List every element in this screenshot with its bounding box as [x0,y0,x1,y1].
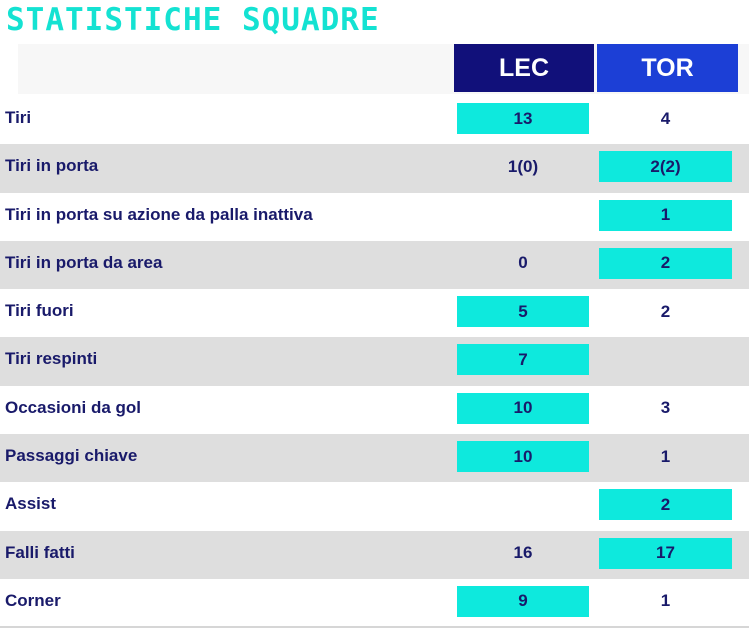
stat-label: Tiri respinti [5,349,98,369]
home-value [457,200,589,231]
team-header-away: TOR [597,44,738,92]
table-row: Occasioni da gol 10 3 [0,385,749,435]
away-value: 1 [599,199,732,231]
stat-label: Assist [5,494,57,514]
team-header-home: LEC [454,44,594,92]
away-value: 1 [660,446,671,466]
away-value: 1 [660,591,671,611]
table-row: Tiri in porta 1(0) 2(2) [0,144,749,193]
stat-label: Tiri [5,108,32,127]
stat-label: Tiri fuori [5,301,74,321]
home-value: 10 [457,392,589,424]
home-value: 9 [457,585,589,617]
home-value: 1(0) [507,156,539,176]
table-row: Assist 2 [0,482,749,531]
table-row: Tiri fuori 5 2 [0,289,749,338]
stat-label: Occasioni da gol [5,397,142,417]
home-value: 0 [518,253,528,273]
stat-label: Tiri in porta su azione da palla inattiv… [5,204,313,224]
home-value: 10 [457,441,589,473]
away-value: 3 [660,398,671,418]
table-row: Passaggi chiave 10 1 [0,434,749,483]
table-row: Tiri 13 4 [0,96,749,145]
table-row: Falli fatti 16 17 [0,530,749,579]
table-row: Tiri respinti 7 [0,337,749,386]
away-value [599,344,732,375]
stats-table: Tiri 13 4 Tiri in porta 1(0) 2(2) Tiri i… [0,96,749,628]
away-value: 17 [599,537,732,569]
stat-label: Tiri in porta [5,156,99,176]
stat-label: Falli fatti [5,542,75,562]
home-value: 5 [457,296,589,328]
table-row: Tiri in porta da area 0 2 [0,240,749,290]
home-value: 16 [513,543,533,563]
away-value: 2 [599,247,732,279]
table-bottom-border [0,626,749,628]
table-row: Tiri in porta su azione da palla inattiv… [0,192,749,241]
away-value: 2(2) [599,151,732,183]
table-row: Corner 9 1 [0,578,749,628]
home-value: 7 [457,344,589,376]
stat-label: Tiri in porta da area [5,252,163,272]
away-value: 4 [660,108,671,128]
stat-label: Passaggi chiave [5,446,138,466]
away-value: 2 [660,301,671,321]
page-title: STATISTICHE SQUADRE [6,2,380,38]
home-value: 13 [457,103,589,134]
home-value [457,489,589,520]
stat-label: Corner [5,590,61,610]
away-value: 2 [599,489,732,521]
